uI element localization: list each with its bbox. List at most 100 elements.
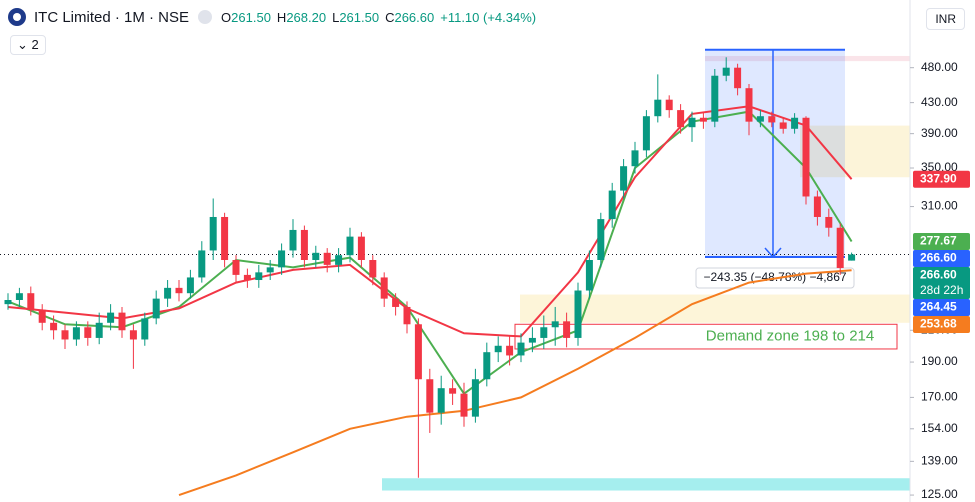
candle-body (4, 299, 12, 305)
candle-body (654, 99, 662, 117)
price-label-box (913, 233, 970, 251)
indicator-toggle[interactable]: ⌄ 2 (10, 35, 46, 55)
y-tick-label: 190.00 (921, 354, 958, 368)
candle-body (323, 252, 331, 265)
candle-body (50, 322, 58, 331)
candle-body (540, 327, 548, 338)
price-label: 253.68 (920, 317, 957, 331)
ohlc-value: 268.20 (286, 9, 327, 25)
candle-body (38, 309, 46, 323)
plot-background (0, 0, 910, 502)
candle-body (848, 254, 856, 261)
ohlc-key: C (385, 9, 395, 25)
zone (382, 478, 910, 491)
candle-body (426, 379, 434, 413)
candle-body (517, 342, 525, 356)
y-tick-label: 390.00 (921, 126, 958, 140)
candle-body (141, 318, 149, 340)
candle-body (335, 255, 343, 265)
symbol-title[interactable]: ITC Limited · 1M · NSE (34, 8, 190, 26)
candle-body (608, 190, 616, 220)
moving-average (178, 269, 852, 497)
candle-body (27, 293, 35, 310)
candle-body (471, 379, 479, 417)
price-label: 264.45 (920, 300, 957, 314)
y-tick-label: 125.00 (921, 487, 958, 501)
candle-body (278, 250, 286, 268)
change: +11.10 (+4.34%) (440, 9, 537, 25)
ohlc-key: L (332, 9, 340, 25)
candle-body (289, 229, 297, 251)
candle-body (186, 277, 194, 294)
ohlc-value: 261.50 (339, 9, 380, 25)
candle-body (107, 312, 115, 323)
y-tick-label: 170.00 (921, 390, 958, 404)
candle-body (528, 337, 536, 343)
candle-body (711, 75, 719, 122)
candle-body (414, 324, 422, 380)
candle-body (392, 298, 400, 307)
candle-body (312, 252, 320, 260)
candle-body (15, 293, 23, 300)
zone (705, 55, 910, 62)
price-label: 266.60 (920, 251, 957, 265)
candle-body (175, 287, 183, 294)
zone (800, 125, 910, 178)
y-tick-label: 139.00 (921, 454, 958, 468)
candle-body (597, 219, 605, 260)
candle-body (460, 393, 468, 417)
candle-body (802, 117, 810, 197)
candle-body (677, 110, 685, 128)
candle-body (574, 290, 582, 338)
candle-body (836, 227, 844, 268)
ohlc-key: H (276, 9, 287, 25)
y-tick-label: 350.00 (921, 160, 958, 174)
candle-body (494, 345, 502, 353)
candle-body (551, 321, 559, 328)
moving-average (7, 110, 853, 396)
ohlc: O261.50 H268.20 L261.50 C266.60 +11.10 (+4.3… (221, 10, 542, 25)
candle-body (243, 274, 251, 281)
candle-body (72, 327, 80, 340)
candle-body (585, 259, 593, 291)
candle-body (449, 388, 457, 394)
price-label: 266.60 (920, 268, 957, 282)
candle-body (61, 330, 69, 340)
logo (8, 8, 26, 26)
candle-body (699, 117, 707, 122)
candle-body (768, 116, 776, 123)
candle-body (688, 117, 696, 128)
candle-body (825, 216, 833, 228)
ohlc-value: 266.60 (394, 9, 435, 25)
candle-body (84, 327, 92, 338)
candle-body (734, 67, 742, 89)
candle-body (198, 250, 206, 278)
price-label: 277.67 (920, 234, 957, 248)
candle-body (129, 330, 137, 340)
candle-body (813, 196, 821, 217)
candle-body (756, 116, 764, 122)
candle-body (620, 166, 628, 191)
candle-body (164, 287, 172, 299)
ohlc-key: O (221, 9, 232, 25)
candle-body (403, 306, 411, 325)
candle-body (357, 236, 365, 260)
price-label-box (913, 299, 970, 317)
candle-body (118, 312, 126, 331)
zone-label: Demand zone 198 to 214 (706, 328, 874, 345)
candle-body (642, 116, 650, 151)
price-label-box (913, 170, 970, 188)
candle-body (631, 150, 639, 167)
candle-body (437, 388, 445, 413)
measure-box (705, 49, 845, 258)
candle-body (506, 345, 514, 356)
y-tick-label: 430.00 (921, 95, 958, 109)
candle-body (152, 298, 160, 319)
currency-button[interactable]: INR (926, 8, 965, 30)
indicator-count: 2 (31, 37, 39, 52)
candle-body (483, 352, 491, 380)
eye-icon[interactable] (197, 9, 213, 25)
candle-body (779, 122, 787, 129)
candle-body (209, 216, 217, 251)
